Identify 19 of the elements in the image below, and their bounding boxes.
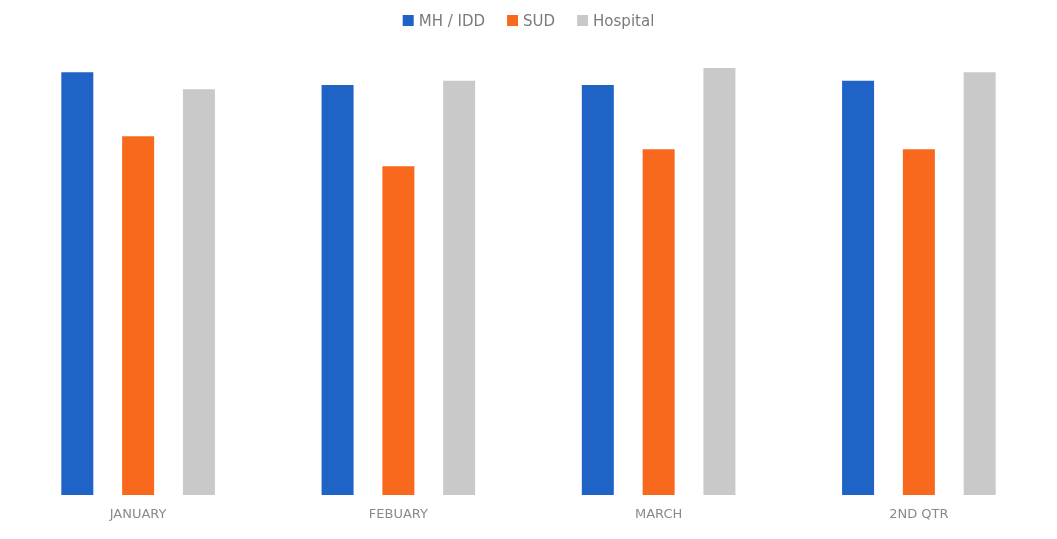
bar bbox=[321, 85, 354, 495]
bar bbox=[61, 72, 94, 495]
bar bbox=[902, 149, 935, 495]
bar bbox=[382, 166, 415, 495]
bar bbox=[182, 89, 215, 495]
x-tick-label: JANUARY bbox=[108, 506, 167, 521]
legend-label: MH / IDD bbox=[418, 11, 486, 30]
bar bbox=[963, 72, 996, 495]
bar bbox=[443, 80, 476, 495]
bar bbox=[122, 136, 155, 495]
x-tick-label: MARCH bbox=[634, 506, 683, 521]
x-tick-label: 2ND QTR bbox=[889, 506, 949, 521]
legend-label: SUD bbox=[523, 11, 556, 30]
bar bbox=[581, 85, 614, 495]
bar bbox=[842, 80, 875, 495]
bar bbox=[642, 149, 675, 495]
x-tick-label: FEBUARY bbox=[368, 506, 429, 521]
legend-label: Hospital bbox=[593, 11, 655, 30]
bar bbox=[703, 68, 736, 495]
